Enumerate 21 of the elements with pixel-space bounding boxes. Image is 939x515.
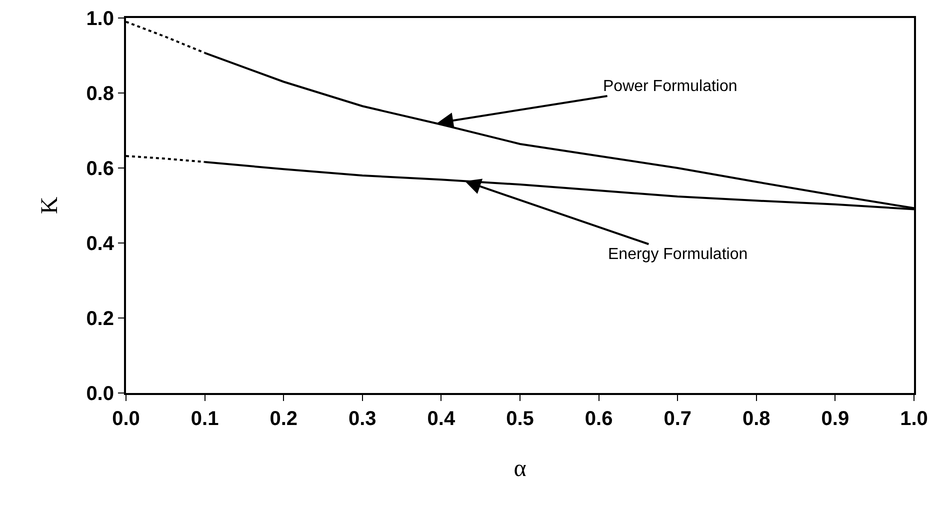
x-tick-label: 0.6	[584, 408, 613, 430]
x-tick-label: 0.8	[742, 408, 770, 430]
x-tick-label: 1.0	[900, 408, 928, 430]
annotation: Power Formulation	[603, 78, 738, 95]
y-tick-label: 1.0	[86, 8, 114, 30]
x-tick-label: 0.7	[664, 408, 692, 430]
x-tick-label: 0.0	[112, 408, 140, 430]
y-tick-label: 0.2	[86, 308, 114, 330]
y-tick-label: 0.8	[86, 83, 114, 105]
annotation: Energy Formulation	[608, 246, 748, 263]
x-tick-label: 0.1	[190, 408, 219, 430]
x-tick-label: 0.5	[506, 408, 534, 430]
x-tick-label: 0.9	[821, 408, 850, 430]
x-axis-title: α	[514, 456, 527, 482]
x-tick-label: 0.3	[348, 408, 376, 430]
y-tick-label: 0.6	[86, 158, 114, 180]
x-tick-label: 0.4	[427, 408, 456, 430]
y-tick-label: 0.0	[86, 383, 114, 405]
y-axis-title: K	[36, 196, 63, 214]
y-tick-label: 0.4	[86, 233, 115, 255]
x-tick-label: 0.2	[270, 408, 298, 430]
